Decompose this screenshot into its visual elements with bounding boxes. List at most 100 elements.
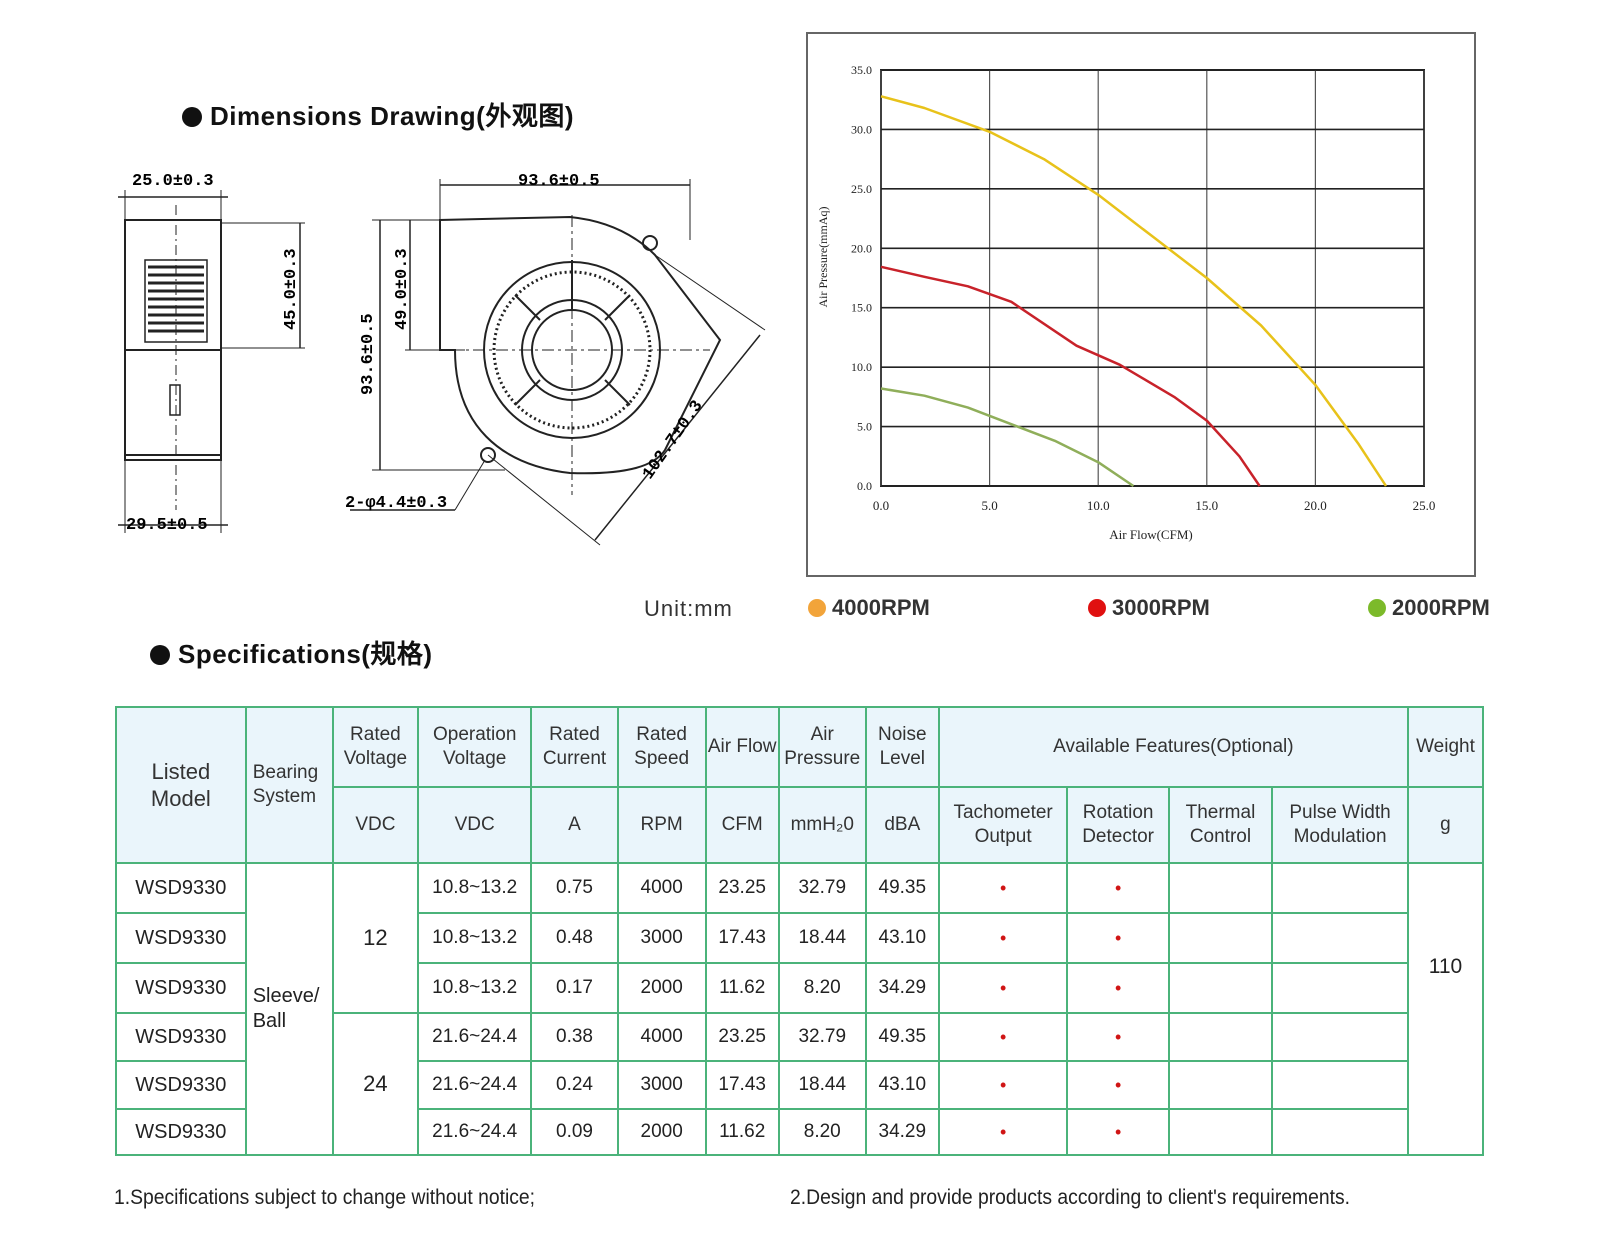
pressure-cell: 8.20 xyxy=(777,1108,867,1156)
pressure-cell: 32.79 xyxy=(777,862,867,914)
x-tick-label: 10.0 xyxy=(1087,498,1110,513)
noise-cell: 34.29 xyxy=(864,962,940,1014)
thermal-cell xyxy=(1167,862,1274,914)
thermal-control-header: Thermal Control xyxy=(1167,786,1274,864)
side-width-top-label: 25.0±0.3 xyxy=(132,172,214,191)
legend-label-3000: 3000RPM xyxy=(1112,595,1210,620)
header-row: Listed Model Bearing System Rated Voltag… xyxy=(115,706,1485,864)
flow-cell: 11.62 xyxy=(704,962,780,1014)
unit-air-pressure: mmH₂0 xyxy=(777,786,867,864)
legend-swatch-2000 xyxy=(1368,599,1386,617)
bearing-cell: Sleeve/ Ball xyxy=(244,862,334,1156)
current-cell: 0.75 xyxy=(530,862,619,914)
current-cell: 0.48 xyxy=(530,912,619,964)
chart-ticks: 0.0 5.0 10.0 15.0 20.0 25.0 0.0 5.0 10.0 15.0 20.0… xyxy=(851,63,1435,513)
flow-cell: 17.43 xyxy=(704,1060,780,1110)
legend-label-2000: 2000RPM xyxy=(1392,595,1490,620)
rotation-mark: • xyxy=(1066,912,1170,964)
pwm-cell xyxy=(1271,862,1409,914)
noise-cell: 49.35 xyxy=(864,862,940,914)
rated-speed-header: Rated Speed xyxy=(616,706,707,788)
x-axis-label: Air Flow(CFM) xyxy=(1109,527,1192,542)
unit-noise-level: dBA xyxy=(864,786,940,864)
x-tick-label: 5.0 xyxy=(981,498,997,513)
series-line-4000RPM xyxy=(880,95,1388,487)
front-view xyxy=(350,179,766,546)
tachometer-mark: • xyxy=(937,1108,1069,1156)
weight-cell: 110 xyxy=(1406,862,1485,1156)
y-axis-label: Air Pressure(mmAq) xyxy=(816,207,830,308)
op-voltage-cell: 21.6~24.4 xyxy=(416,1108,533,1156)
tachometer-mark: • xyxy=(937,912,1069,964)
air-pressure-header: Air Pressure xyxy=(777,706,867,788)
y-tick-label: 20.0 xyxy=(851,241,872,255)
pwm-cell xyxy=(1271,912,1409,964)
model-cell: WSD9330 xyxy=(115,1060,247,1110)
pressure-cell: 18.44 xyxy=(777,912,867,964)
bearing-system-header: Bearing System xyxy=(244,706,334,864)
air-flow-header: Air Flow xyxy=(704,706,780,788)
specifications-table: Listed Model Bearing System Rated Voltag… xyxy=(115,706,1485,1156)
speed-cell: 4000 xyxy=(616,1012,707,1062)
legend-3000: 3000RPM xyxy=(1088,595,1210,621)
diagonal-label: 102.7±0.3 xyxy=(639,397,707,483)
thermal-cell xyxy=(1167,1060,1274,1110)
op-voltage-cell: 10.8~13.2 xyxy=(416,912,533,964)
rotation-detector-header: Rotation Detector xyxy=(1066,786,1170,864)
unit-rated-voltage: VDC xyxy=(331,786,419,864)
unit-label: Unit:mm xyxy=(644,596,733,621)
pwm-cell xyxy=(1271,962,1409,1014)
table-row: WSD9330 Sleeve/ Ball 12 10.8~13.2 0.75 4… xyxy=(115,862,1485,1156)
x-tick-label: 15.0 xyxy=(1195,498,1218,513)
tachometer-mark: • xyxy=(937,1060,1069,1110)
series-line-3000RPM xyxy=(880,265,1261,487)
units-row: VDC VDC A RPM CFM mmH₂0 dBA Tachometer O… xyxy=(116,786,1485,864)
thermal-cell xyxy=(1167,1012,1274,1062)
table-row: WSD9330 10.8~13.2 0.17 2000 11.62 8.20 3… xyxy=(115,962,1483,1014)
op-voltage-cell: 10.8~13.2 xyxy=(416,962,533,1014)
footnote-1: 1.Specifications subject to change witho… xyxy=(114,1186,536,1209)
footnote-2: 2.Design and provide products according … xyxy=(790,1186,1350,1209)
op-voltage-cell: 21.6~24.4 xyxy=(416,1012,533,1062)
noise-cell: 43.10 xyxy=(864,912,940,964)
y-tick-label: 35.0 xyxy=(851,63,872,77)
model-cell: WSD9330 xyxy=(115,862,247,914)
pressure-cell: 8.20 xyxy=(777,962,867,1014)
thermal-cell xyxy=(1167,1108,1274,1156)
speed-cell: 2000 xyxy=(616,1108,707,1156)
available-features-header: Available Features(Optional) xyxy=(937,706,1409,788)
table-row: WSD9330 10.8~13.2 0.48 3000 17.43 18.44 … xyxy=(115,912,1483,964)
tachometer-mark: • xyxy=(937,962,1069,1014)
tachometer-mark: • xyxy=(937,862,1069,914)
legend-swatch-4000 xyxy=(808,599,826,617)
side-height-label: 45.0±0.3 xyxy=(282,248,301,330)
side-width-bottom-label: 29.5±0.5 xyxy=(126,516,208,535)
flow-cell: 17.43 xyxy=(704,912,780,964)
y-tick-label: 30.0 xyxy=(851,122,872,136)
bullet-icon xyxy=(182,107,202,127)
table-row: WSD9330 21.6~24.4 0.24 3000 17.43 18.44 … xyxy=(115,1060,1483,1110)
y-tick-label: 5.0 xyxy=(857,420,872,434)
rotation-mark: • xyxy=(1066,1108,1170,1156)
current-cell: 0.09 xyxy=(530,1108,619,1156)
table-row: WSD9330 21.6~24.4 0.09 2000 11.62 8.20 3… xyxy=(115,1108,1483,1156)
thermal-cell xyxy=(1167,962,1274,1014)
rotation-mark: • xyxy=(1066,962,1170,1014)
y-tick-label: 15.0 xyxy=(851,301,872,315)
dimensions-drawing: 25.0±0.3 29.5±0.5 45.0±0.3 93.6±0.5 93.6… xyxy=(118,172,766,546)
legend-swatch-3000 xyxy=(1088,599,1106,617)
pwm-cell xyxy=(1271,1060,1409,1110)
speed-cell: 3000 xyxy=(616,1060,707,1110)
dimensions-title: Dimensions Drawing(外观图) xyxy=(210,101,574,131)
weight-header: Weight xyxy=(1406,706,1485,788)
noise-level-header: Noise Level xyxy=(864,706,940,788)
noise-cell: 43.10 xyxy=(864,1060,940,1110)
flow-cell: 23.25 xyxy=(704,1012,780,1062)
holes-label: 2-φ4.4±0.3 xyxy=(345,494,447,513)
flow-cell: 11.62 xyxy=(704,1108,780,1156)
pwm-cell xyxy=(1271,1108,1409,1156)
unit-weight: g xyxy=(1406,786,1485,864)
legend-label-4000: 4000RPM xyxy=(832,595,930,620)
pwm-cell xyxy=(1271,1012,1409,1062)
specifications-heading: Specifications(规格) xyxy=(150,634,433,671)
